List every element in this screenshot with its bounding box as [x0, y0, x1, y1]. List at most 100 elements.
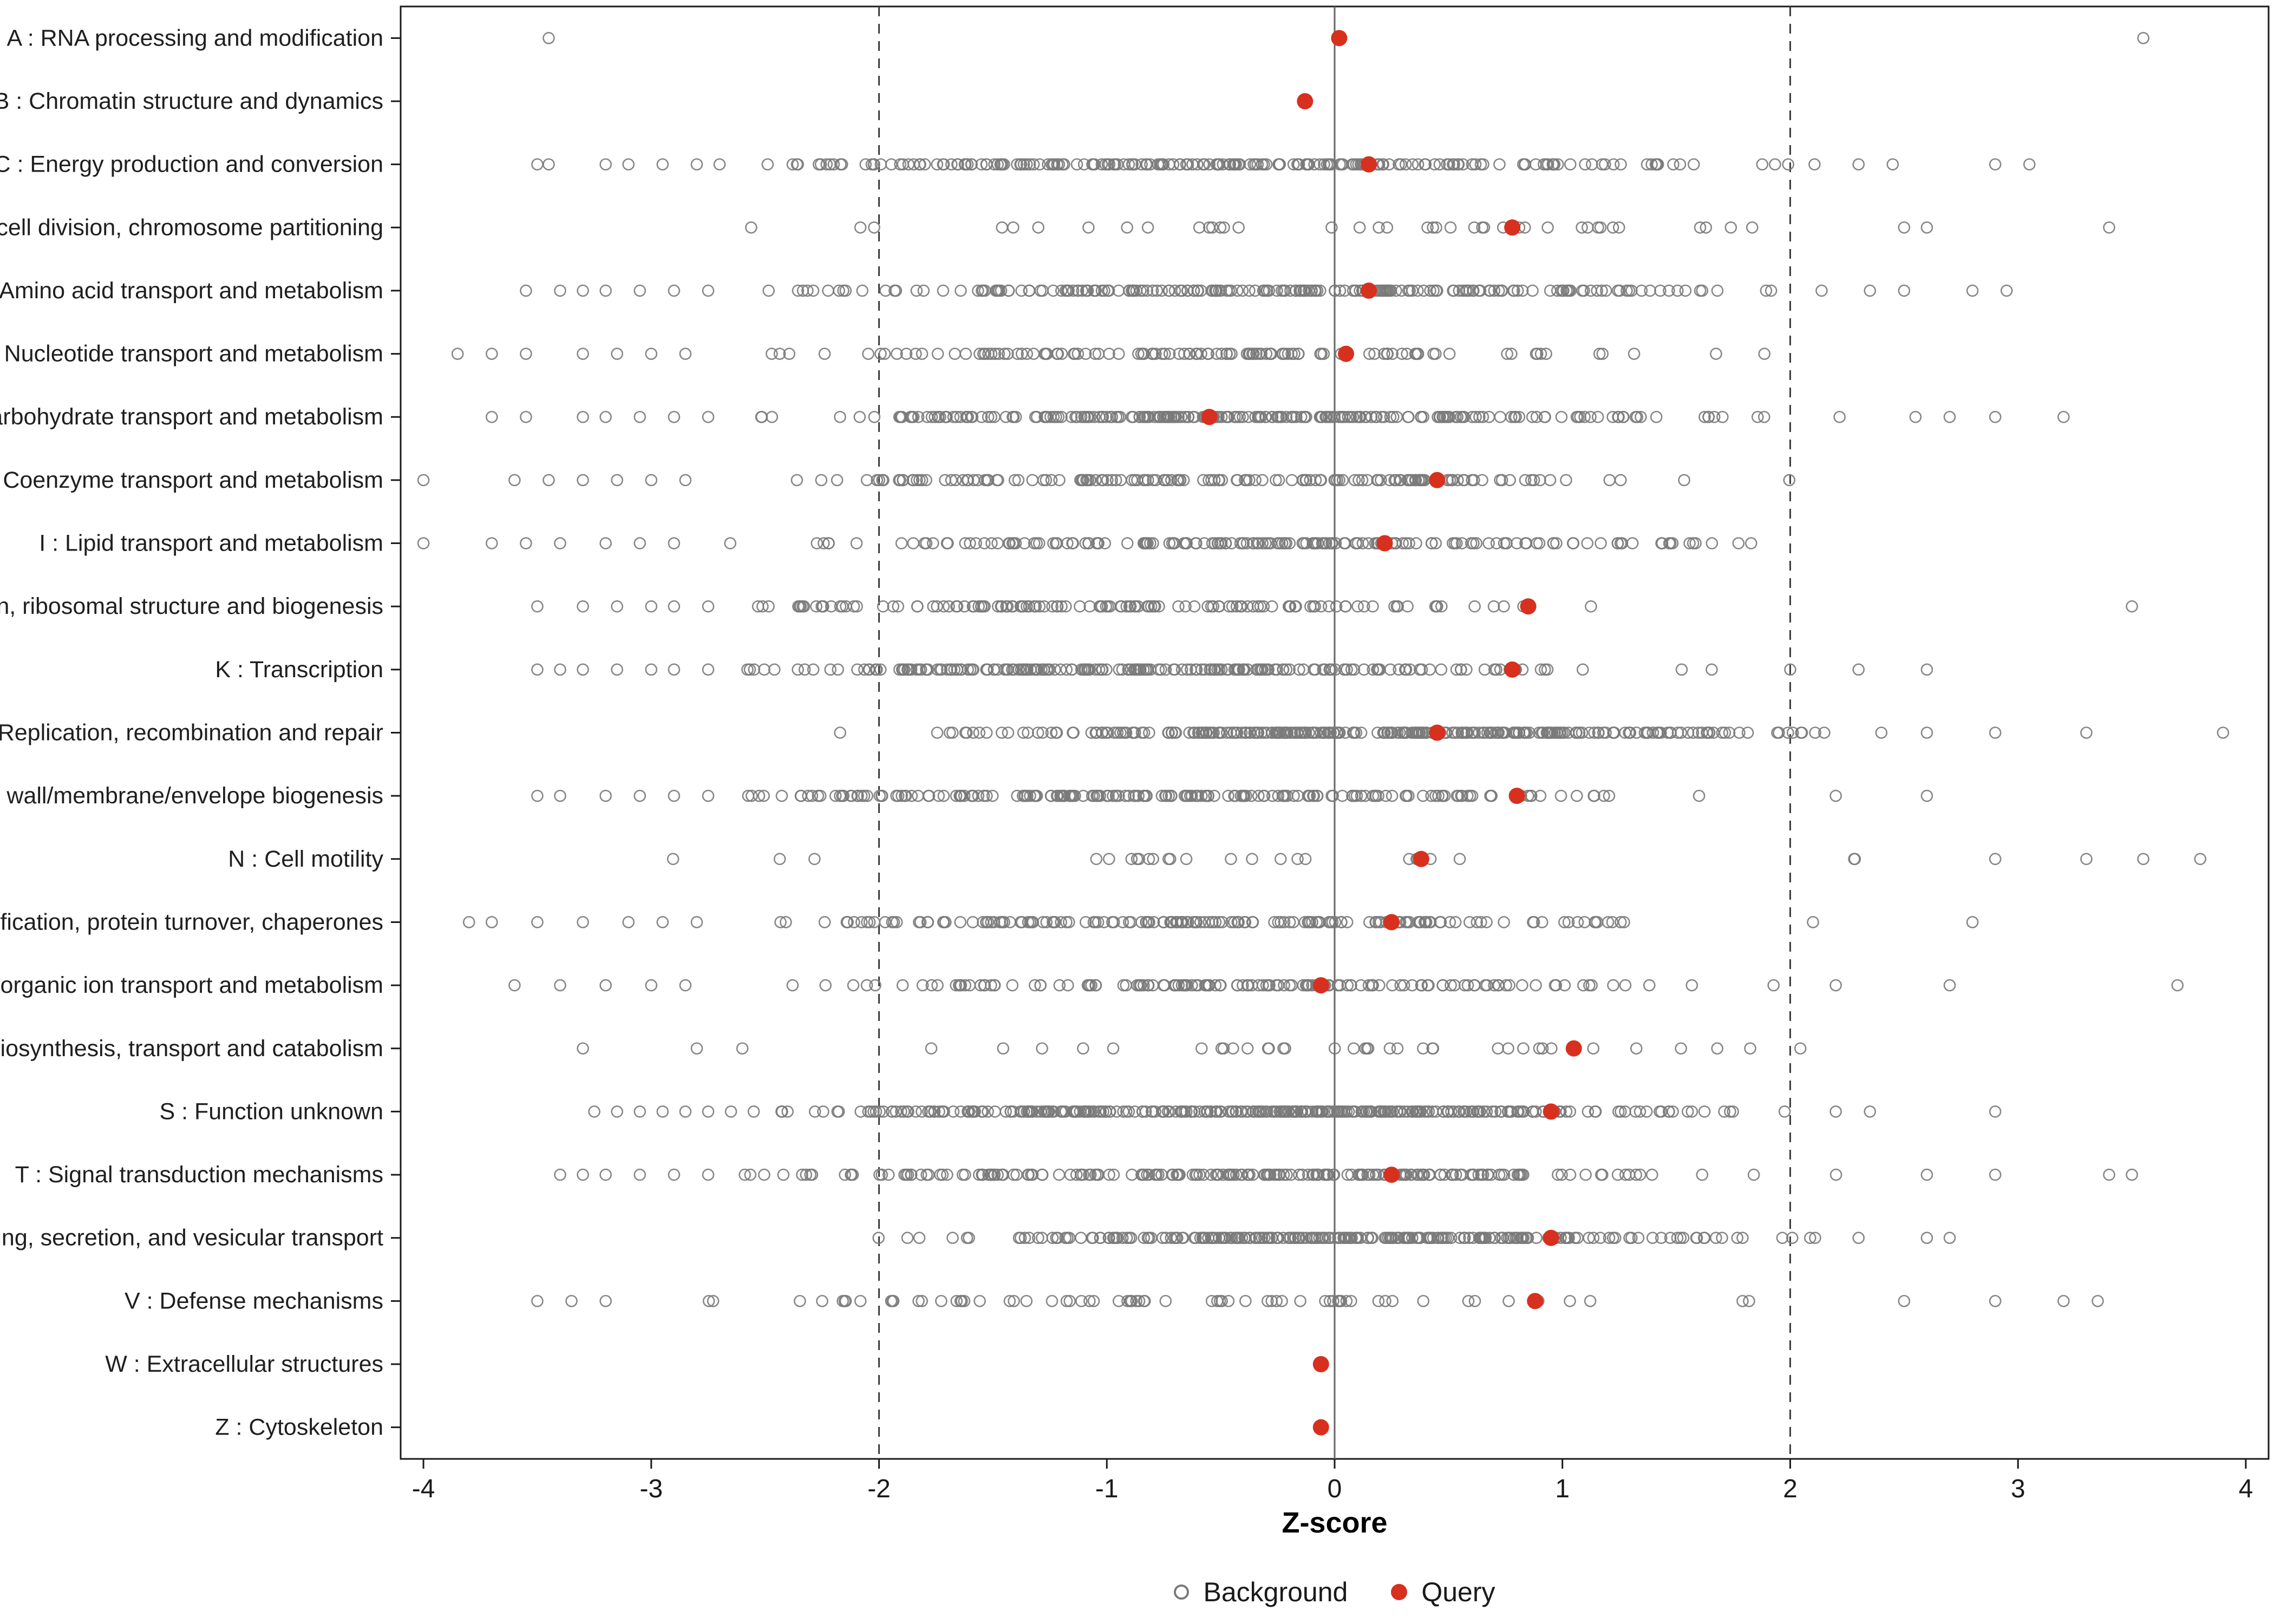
background-point: [1783, 474, 1796, 487]
background-point: [1270, 474, 1282, 487]
background-point: [2137, 853, 2149, 866]
background-point: [1201, 600, 1214, 613]
background-point: [1287, 1105, 1299, 1118]
background-point: [1623, 1232, 1636, 1245]
background-point: [1092, 348, 1105, 360]
background-point: [702, 789, 715, 802]
background-point: [1664, 726, 1677, 739]
background-point: [1367, 600, 1379, 613]
background-point: [988, 158, 1001, 171]
background-point: [1141, 284, 1154, 297]
background-point: [1488, 979, 1501, 992]
background-point: [1427, 348, 1440, 360]
background-point: [1552, 1168, 1564, 1181]
background-point: [1138, 1295, 1151, 1307]
background-point: [1080, 474, 1093, 487]
background-point: [796, 284, 809, 297]
background-point: [1074, 600, 1086, 613]
background-point: [1177, 474, 1190, 487]
background-point: [933, 1105, 945, 1118]
background-point: [1505, 348, 1518, 360]
background-point: [1197, 474, 1210, 487]
background-point: [668, 789, 681, 802]
background-point: [1436, 979, 1449, 992]
background-point: [1809, 726, 1821, 739]
background-point: [1131, 474, 1143, 487]
background-point: [905, 410, 918, 423]
background-point: [1427, 221, 1439, 234]
background-point: [1756, 158, 1769, 171]
background-point: [1469, 410, 1482, 423]
query-point-B: [1297, 93, 1314, 109]
background-point: [907, 474, 920, 487]
background-point: [1478, 221, 1491, 234]
background-point: [1084, 474, 1096, 487]
background-point: [1268, 916, 1280, 928]
background-point: [1292, 158, 1305, 171]
background-point: [1182, 916, 1194, 928]
background-point: [1355, 789, 1368, 802]
background-point: [1230, 726, 1243, 739]
background-point: [1207, 284, 1219, 297]
background-point: [1325, 221, 1338, 234]
background-point: [951, 663, 964, 676]
background-point: [1031, 726, 1044, 739]
background-point: [1130, 1295, 1143, 1307]
background-point: [1417, 1295, 1430, 1307]
background-point: [1213, 663, 1226, 676]
background-point: [988, 663, 1001, 676]
background-point: [1262, 1295, 1274, 1307]
background-point: [1368, 348, 1381, 360]
background-point: [762, 284, 775, 297]
background-point: [991, 1168, 1004, 1181]
background-point: [1454, 663, 1467, 676]
background-point: [1230, 1232, 1242, 1245]
background-point: [1585, 600, 1597, 613]
background-point: [1256, 979, 1269, 992]
background-point: [920, 1168, 933, 1181]
background-point: [1238, 663, 1250, 676]
background-point: [1228, 916, 1240, 928]
background-point: [1453, 853, 1466, 866]
background-point: [897, 663, 909, 676]
background-point: [746, 789, 758, 802]
background-point: [1148, 600, 1160, 613]
background-point: [1483, 284, 1496, 297]
background-point: [1099, 537, 1112, 549]
background-point: [599, 1168, 612, 1181]
background-point: [940, 537, 953, 549]
background-point: [1440, 410, 1453, 423]
background-point: [820, 158, 833, 171]
background-point: [937, 284, 950, 297]
background-point: [633, 537, 646, 549]
background-point: [1206, 537, 1219, 549]
background-point: [977, 348, 990, 360]
background-point: [1046, 600, 1058, 613]
background-point: [1123, 1232, 1136, 1245]
background-point: [1135, 348, 1148, 360]
background-point: [1114, 726, 1127, 739]
background-point: [520, 537, 532, 549]
category-label-F: F : Nucleotide transport and metabolism: [0, 341, 383, 367]
background-point: [1178, 348, 1191, 360]
background-point: [577, 916, 589, 928]
background-point: [959, 979, 971, 992]
background-point: [1412, 1232, 1424, 1245]
background-point: [1274, 853, 1287, 866]
background-point: [1045, 474, 1058, 487]
background-point: [1375, 474, 1387, 487]
background-point: [1222, 789, 1234, 802]
background-point: [1341, 916, 1354, 928]
background-point: [920, 537, 933, 549]
background-point: [1232, 663, 1244, 676]
category-label-P: P : Inorganic ion transport and metaboli…: [0, 972, 383, 998]
background-point: [855, 789, 868, 802]
background-point: [815, 600, 828, 613]
background-point: [790, 158, 803, 171]
legend-label-query: Query: [1421, 1577, 1495, 1607]
background-point: [1213, 916, 1226, 928]
background-point: [1449, 410, 1462, 423]
background-point: [1263, 1042, 1275, 1055]
background-point: [1299, 853, 1312, 866]
background-point: [1323, 663, 1336, 676]
